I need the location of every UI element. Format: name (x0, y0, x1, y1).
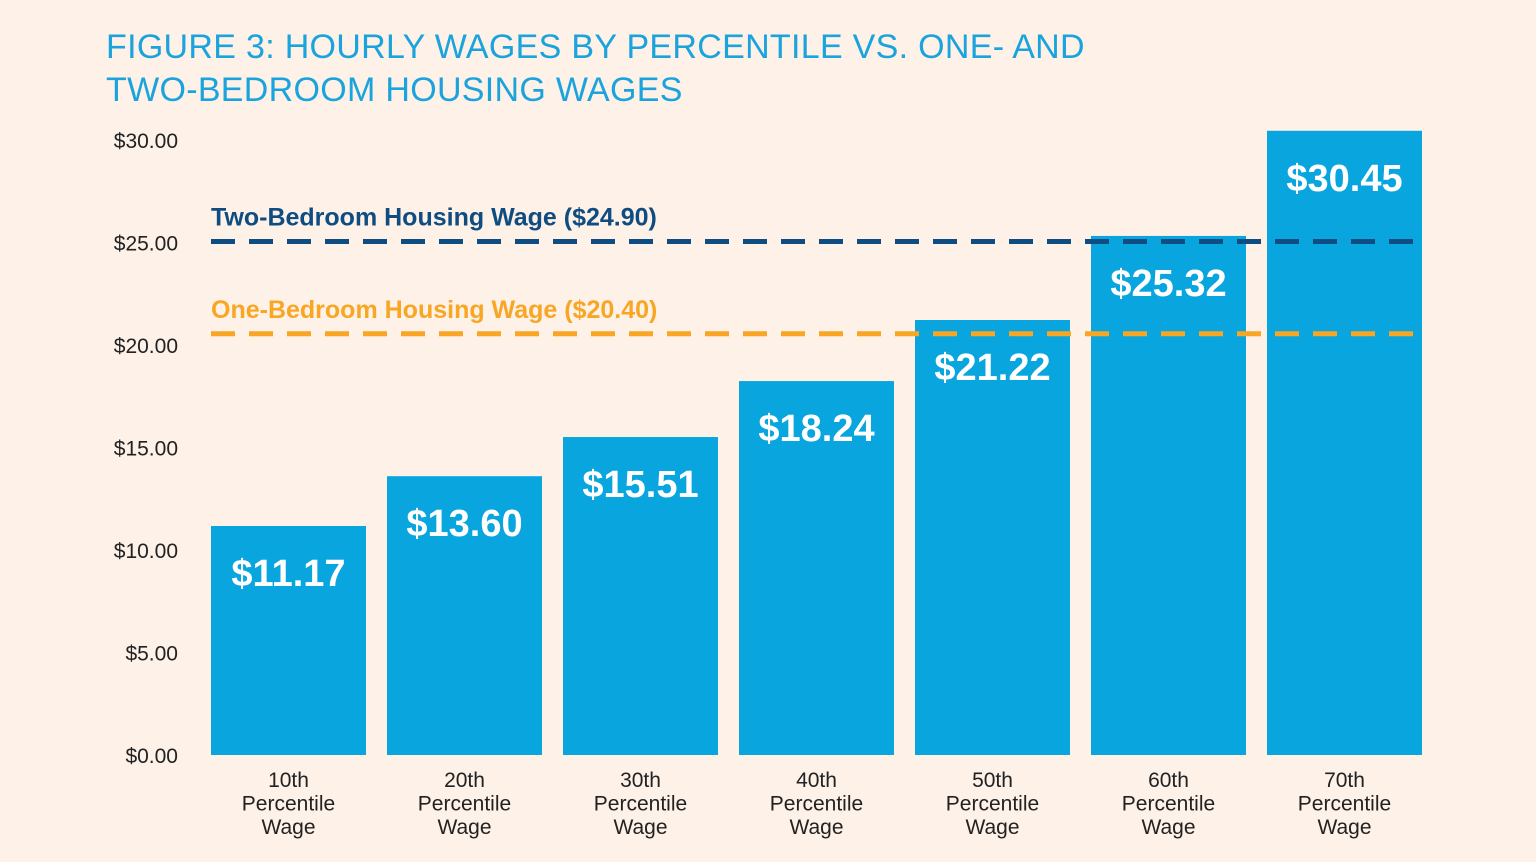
x-tick-label: Percentile (594, 793, 687, 816)
y-tick-label: $10.00 (114, 540, 178, 563)
x-tick-label: Wage (1141, 816, 1195, 839)
bar (387, 476, 542, 755)
x-tick-label: Percentile (1298, 793, 1391, 816)
y-tick-label: $15.00 (114, 438, 178, 461)
y-tick-label: $5.00 (125, 643, 178, 666)
reference-line-label: One-Bedroom Housing Wage ($20.40) (211, 296, 657, 324)
x-tick-label: 70th (1324, 769, 1365, 792)
chart-title-line-1: FIGURE 3: HOURLY WAGES BY PERCENTILE VS.… (106, 28, 1085, 66)
y-tick-label: $20.00 (114, 335, 178, 358)
bar-value-label: $21.22 (934, 347, 1050, 389)
bar (915, 319, 1070, 755)
x-tick-label: 50th (972, 769, 1013, 792)
x-tick-label: Percentile (770, 793, 863, 816)
bar (1091, 235, 1246, 755)
x-tick-label: Wage (613, 816, 667, 839)
y-tick-label: $25.00 (114, 233, 178, 256)
x-tick-label: Percentile (946, 793, 1039, 816)
bar-value-label: $15.51 (582, 464, 698, 506)
bar-value-label: $13.60 (406, 503, 522, 545)
reference-line-label: Two-Bedroom Housing Wage ($24.90) (211, 204, 657, 232)
x-tick-label: 20th (444, 769, 485, 792)
x-tick-label: Percentile (1122, 793, 1215, 816)
y-tick-label: $0.00 (125, 745, 178, 768)
x-tick-label: Percentile (418, 793, 511, 816)
chart-title-line-2: TWO-BEDROOM HOUSING WAGES (106, 71, 683, 109)
x-tick-label: 40th (796, 769, 837, 792)
x-tick-label: Wage (261, 816, 315, 839)
bar (563, 437, 718, 755)
y-tick-label: $30.00 (114, 130, 178, 153)
bar (211, 526, 366, 755)
chart-title: FIGURE 3: HOURLY WAGES BY PERCENTILE VS.… (106, 26, 1085, 112)
x-tick-label: 10th (268, 769, 309, 792)
x-tick-label: Wage (1317, 816, 1371, 839)
bar-value-label: $30.45 (1286, 158, 1402, 200)
x-tick-label: 60th (1148, 769, 1189, 792)
x-tick-label: Percentile (242, 793, 335, 816)
x-tick-label: Wage (789, 816, 843, 839)
bar-value-label: $25.32 (1110, 263, 1226, 305)
x-tick-label: Wage (965, 816, 1019, 839)
bar (739, 381, 894, 755)
x-tick-label: 30th (620, 769, 661, 792)
bar (1267, 130, 1422, 755)
bar-value-label: $11.17 (231, 553, 345, 595)
x-tick-label: Wage (437, 816, 491, 839)
bar-value-label: $18.24 (758, 408, 874, 450)
